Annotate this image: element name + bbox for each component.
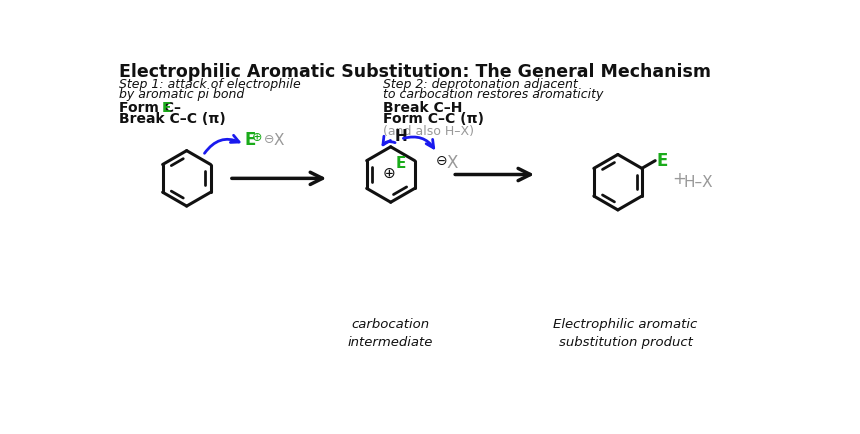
Text: Break C–C (π): Break C–C (π) xyxy=(119,112,225,126)
Text: Step 2: deprotonation adjacent: Step 2: deprotonation adjacent xyxy=(383,78,578,91)
Text: H–X: H–X xyxy=(684,175,713,190)
Text: carbocation
intermediate: carbocation intermediate xyxy=(348,318,433,349)
Text: to carbocation restores aromaticity: to carbocation restores aromaticity xyxy=(383,88,604,101)
Text: E: E xyxy=(396,156,407,171)
Text: Form C–C (π): Form C–C (π) xyxy=(383,112,484,126)
Text: Electrophilic aromatic
substitution product: Electrophilic aromatic substitution prod… xyxy=(554,318,697,349)
Text: Step 1: attack of electrophile: Step 1: attack of electrophile xyxy=(119,78,301,91)
Text: E: E xyxy=(162,102,171,115)
Text: ⊕: ⊕ xyxy=(252,132,262,145)
Text: Electrophilic Aromatic Substitution: The General Mechanism: Electrophilic Aromatic Substitution: The… xyxy=(119,63,711,81)
Text: H: H xyxy=(395,129,408,144)
Text: Break C–H: Break C–H xyxy=(383,102,463,115)
Text: by aromatic pi bond: by aromatic pi bond xyxy=(119,88,244,101)
Text: ⊖: ⊖ xyxy=(435,154,447,168)
Text: E: E xyxy=(244,131,255,149)
Text: Form C–: Form C– xyxy=(119,102,181,115)
Text: ⊖: ⊖ xyxy=(264,133,274,146)
Text: E: E xyxy=(657,151,668,170)
Text: (and also H–X): (and also H–X) xyxy=(383,125,474,138)
Text: X: X xyxy=(446,154,458,172)
Text: ⊕: ⊕ xyxy=(383,165,396,181)
Text: X: X xyxy=(273,133,284,148)
Text: +: + xyxy=(672,170,685,188)
